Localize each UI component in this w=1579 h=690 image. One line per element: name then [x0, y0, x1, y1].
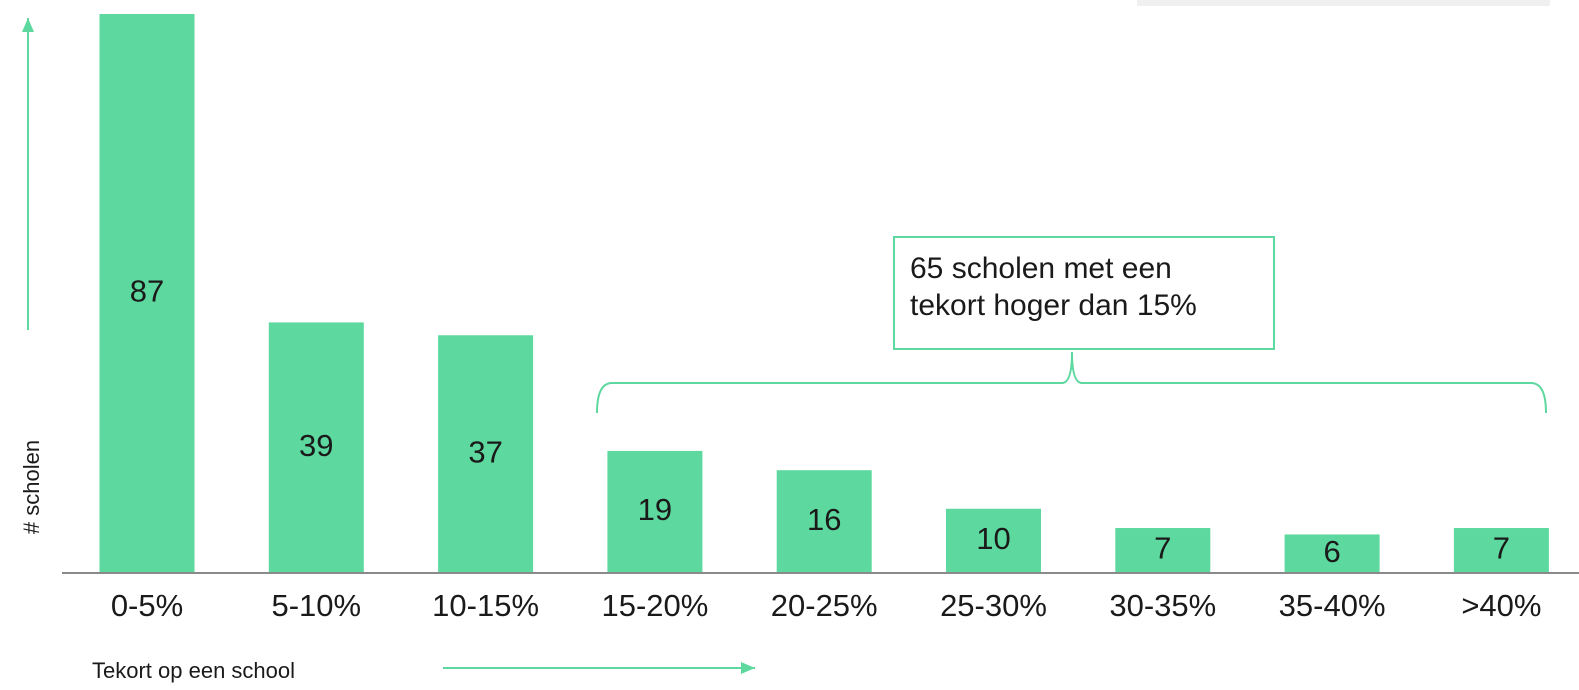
- data-label: 10: [976, 521, 1010, 556]
- corner-panel: [1137, 0, 1550, 6]
- y-axis-label: # scholen: [19, 440, 44, 534]
- x-axis-label: Tekort op een school: [92, 658, 295, 683]
- x-tick-label: 10-15%: [432, 588, 539, 623]
- x-tick-label: >40%: [1461, 588, 1541, 623]
- bar: [1115, 528, 1211, 573]
- bar: [946, 508, 1041, 573]
- x-tick-label: 25-30%: [940, 588, 1047, 623]
- x-tick-label: 0-5%: [111, 588, 183, 623]
- data-label: 6: [1323, 534, 1340, 569]
- x-tick-label: 35-40%: [1279, 588, 1386, 623]
- x-tick-label: 20-25%: [771, 588, 878, 623]
- bar: [99, 14, 195, 573]
- bar: [776, 470, 872, 573]
- data-label: 37: [468, 434, 502, 469]
- data-label: 19: [638, 492, 672, 527]
- x-tick-label: 5-10%: [271, 588, 361, 623]
- x-tick-label: 30-35%: [1109, 588, 1216, 623]
- data-label: 7: [1154, 531, 1171, 566]
- x-tick-label: 15-20%: [601, 588, 708, 623]
- annotation-line: tekort hoger dan 15%: [910, 289, 1197, 322]
- bar: [607, 450, 703, 573]
- annotation-line: 65 scholen met een: [910, 252, 1172, 285]
- bar: [438, 335, 534, 573]
- data-label: 87: [130, 274, 164, 309]
- brace: [596, 351, 1547, 414]
- annotation-box: [893, 236, 1275, 350]
- data-label: 16: [807, 502, 841, 537]
- bar: [268, 322, 364, 573]
- bar: [1284, 534, 1380, 573]
- data-label: 39: [299, 428, 333, 463]
- data-label: 7: [1493, 531, 1510, 566]
- bar: [1453, 528, 1549, 573]
